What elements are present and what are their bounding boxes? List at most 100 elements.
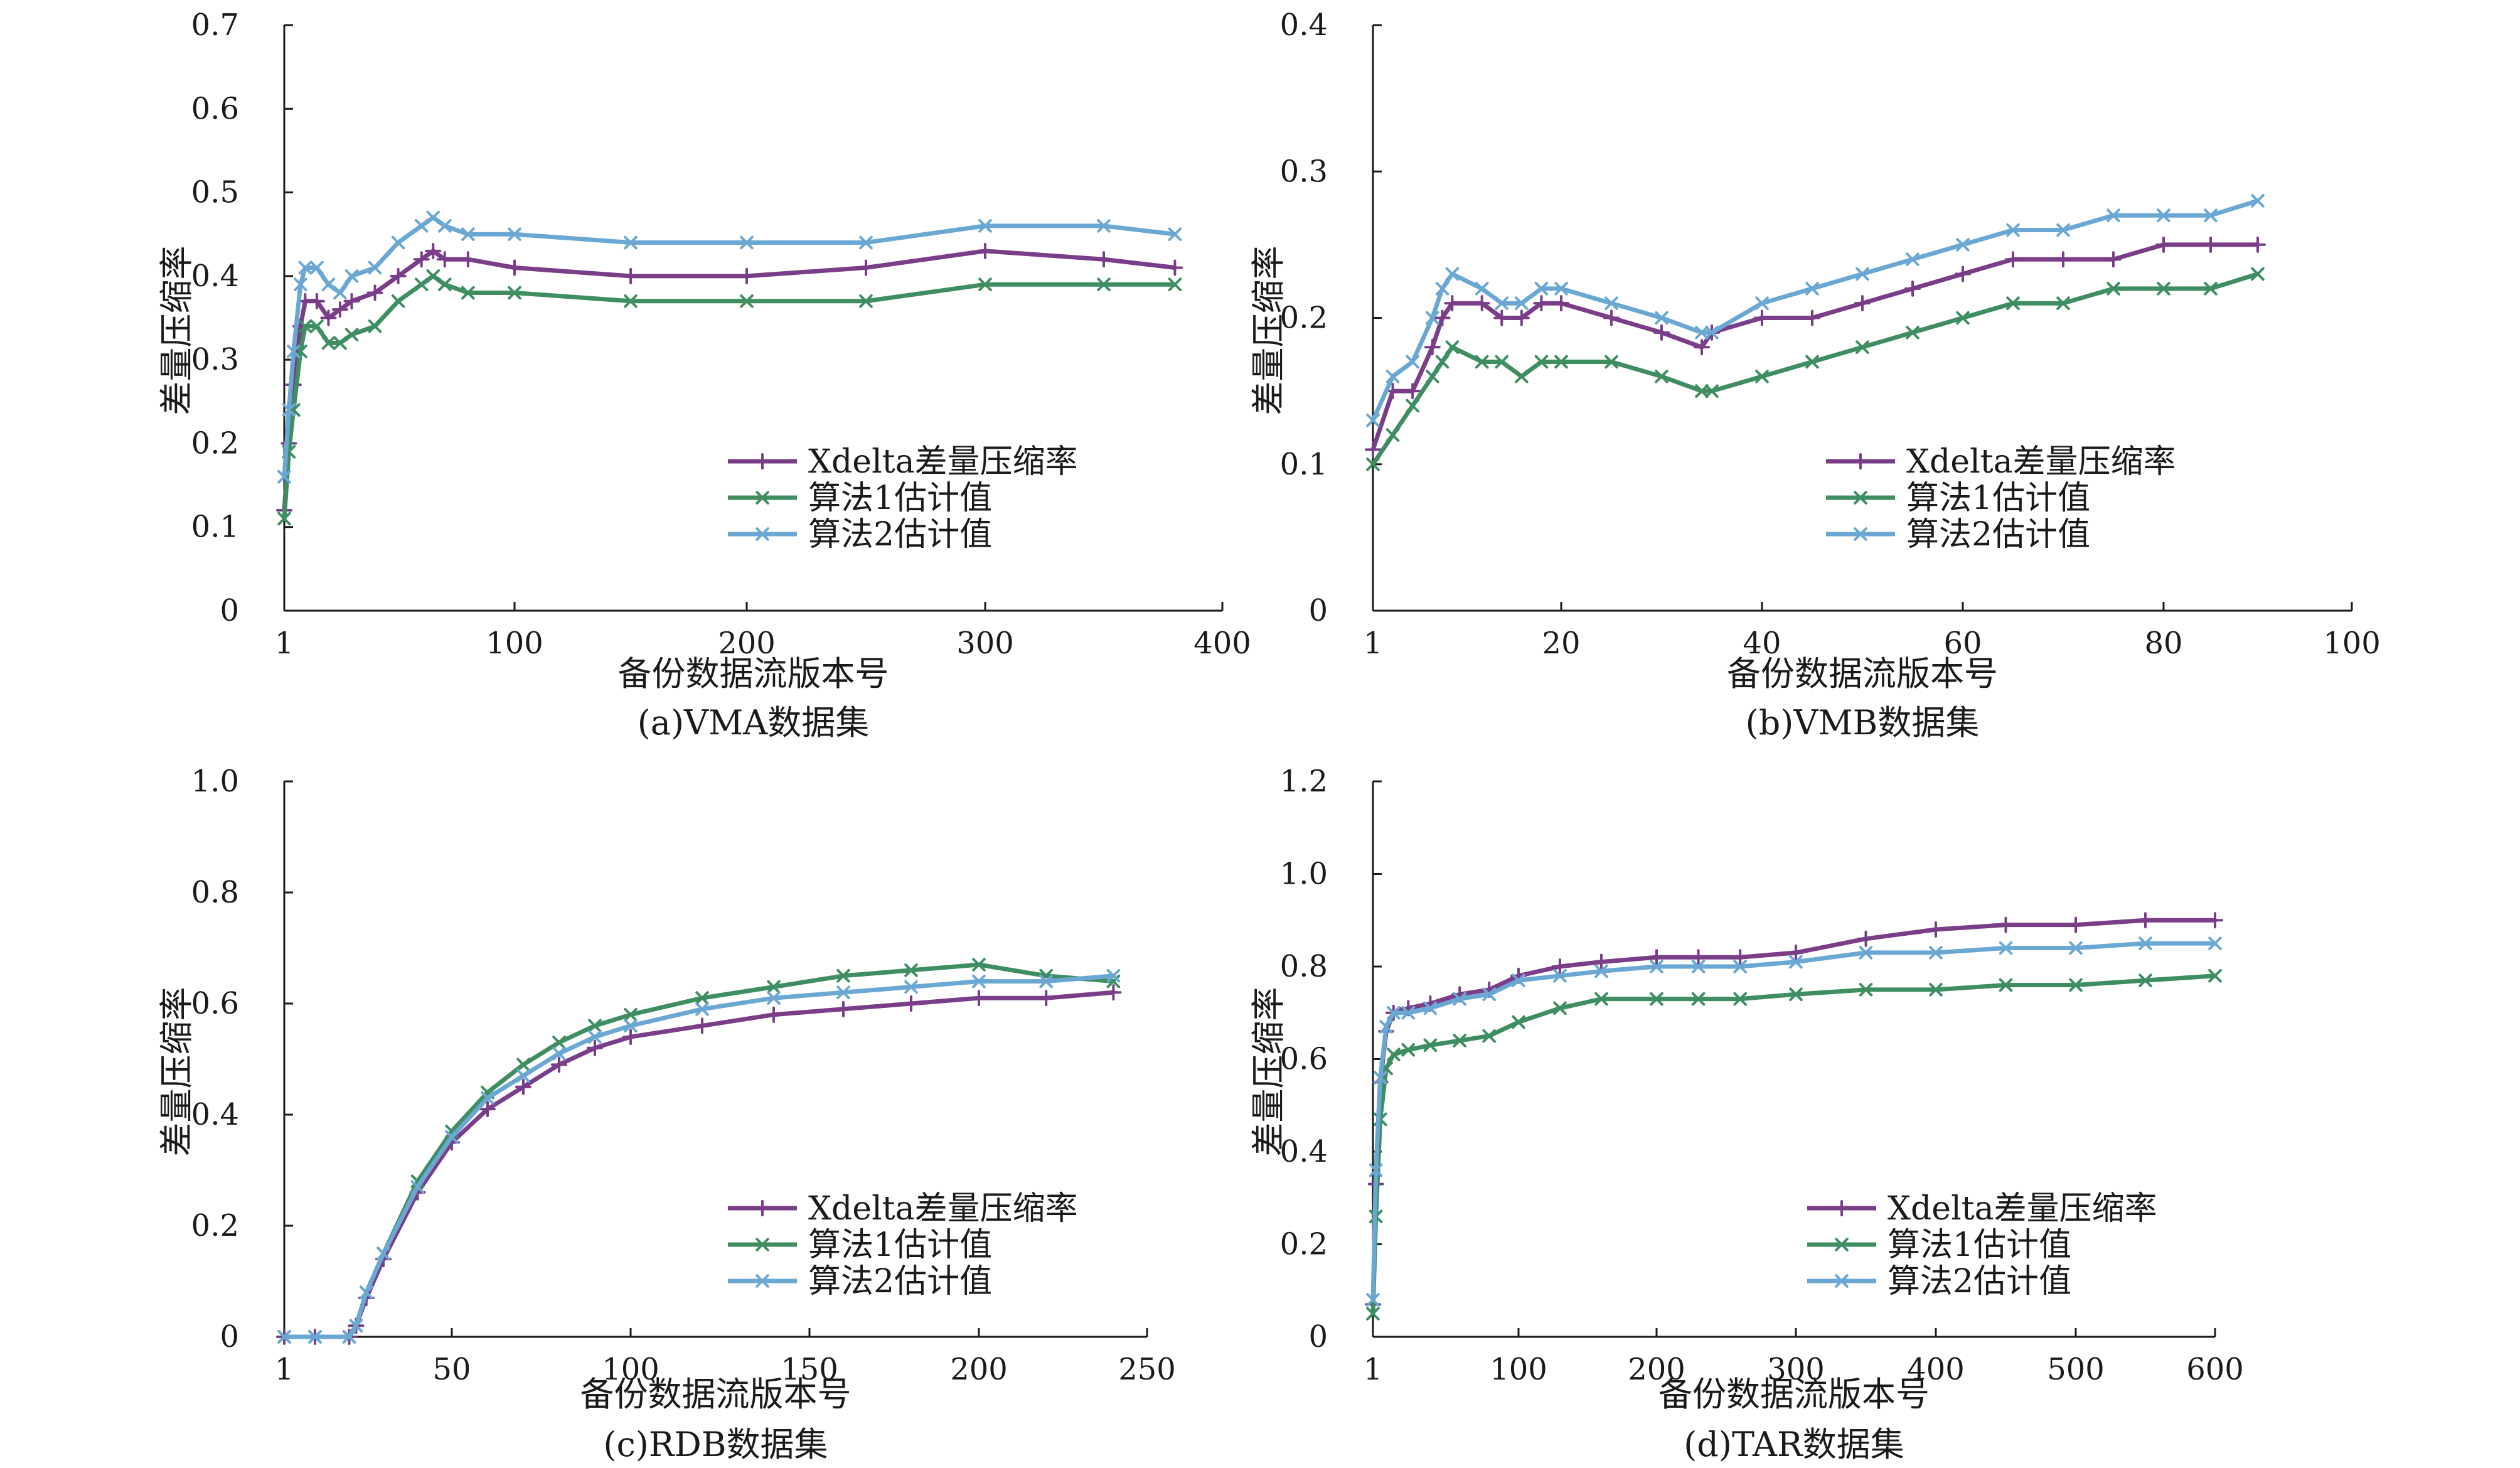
- x-tick-label: 100: [2323, 626, 2381, 661]
- data-point-marker: [1445, 340, 1460, 354]
- data-point-marker: [978, 277, 992, 291]
- legend-entry: 算法2估计值: [1887, 1263, 2071, 1300]
- y-tick-label: 0.2: [1280, 301, 1328, 336]
- data-point-marker: [2006, 223, 2020, 237]
- x-axis-title: 备份数据流版本号: [580, 1374, 852, 1414]
- panel-caption: (b)VMB数据集: [1746, 703, 1980, 742]
- data-point-marker: [481, 1085, 494, 1100]
- data-point-marker: [1929, 946, 1943, 960]
- x-tick-label: 100: [602, 1352, 659, 1387]
- data-point-marker: [333, 286, 347, 300]
- data-point-marker: [1401, 1005, 1416, 1020]
- data-point-marker: [508, 227, 521, 242]
- data-point-marker: [624, 1007, 638, 1022]
- data-point-marker: [1425, 370, 1439, 383]
- data-point-marker: [294, 277, 307, 291]
- data-point-marker: [2056, 296, 2070, 310]
- data-point-marker: [1366, 413, 1380, 427]
- series-line: [282, 249, 1177, 513]
- data-point-marker: [1385, 428, 1400, 442]
- data-point-marker: [1515, 296, 1529, 310]
- y-tick-label: 0: [1308, 1319, 1328, 1354]
- series-algo2: [277, 968, 1121, 1344]
- legend-swatch-marker: [755, 527, 769, 541]
- y-tick-label: 0: [220, 593, 239, 628]
- data-point-marker: [695, 991, 709, 1005]
- data-point-marker: [1906, 326, 1919, 340]
- data-point-marker: [588, 1019, 602, 1033]
- data-point-marker: [359, 1285, 373, 1299]
- data-point-marker: [1423, 1001, 1438, 1015]
- data-point-marker: [277, 512, 291, 526]
- series-line: [1370, 198, 2260, 423]
- series-xdelta: [1365, 912, 2223, 1313]
- data-point-marker: [376, 1246, 390, 1261]
- data-point-marker: [1401, 1042, 1416, 1057]
- y-axis-title: 差量压缩率: [157, 246, 196, 415]
- legend-entry: Xdelta差量压缩率: [808, 1190, 1078, 1228]
- data-point-marker: [1097, 277, 1111, 291]
- y-tick-label: 0.8: [191, 875, 239, 910]
- data-point-marker: [1369, 1163, 1383, 1177]
- data-point-marker: [1482, 1029, 1496, 1043]
- data-point-marker: [481, 1091, 494, 1105]
- data-point-marker: [1755, 370, 1769, 383]
- data-point-marker: [2069, 978, 2083, 992]
- data-point-marker: [1387, 1047, 1401, 1061]
- data-point-marker: [767, 980, 781, 994]
- data-point-marker: [978, 219, 992, 233]
- data-point-marker: [1789, 987, 1803, 1002]
- data-point-marker: [1515, 370, 1529, 383]
- data-point-marker: [349, 1319, 363, 1333]
- chart-panel: 0 0.1 0.2 0.3 0.4 1 20 40 60 80 100 备份数据流版本号 差量压缩率 (b…: [1249, 8, 2381, 742]
- data-point-marker: [1482, 987, 1496, 1002]
- data-point-marker: [277, 1330, 291, 1344]
- x-tick-label: 1: [275, 626, 294, 661]
- panel-caption: (c)RDB数据集: [603, 1425, 828, 1464]
- data-point-marker: [1755, 296, 1769, 310]
- legend-entry: Xdelta差量压缩率: [1887, 1190, 2157, 1228]
- x-tick-label: 100: [486, 626, 543, 661]
- x-tick-label: 300: [1767, 1352, 1825, 1387]
- data-point-marker: [2106, 208, 2120, 223]
- data-point-marker: [1106, 968, 1121, 983]
- data-point-marker: [1495, 296, 1509, 310]
- x-tick-label: 400: [1907, 1352, 1965, 1387]
- series-line: [1370, 242, 2260, 452]
- legend-swatch-marker: [1854, 527, 1867, 541]
- data-point-marker: [426, 269, 440, 283]
- data-point-marker: [1534, 282, 1549, 296]
- data-point-marker: [1733, 992, 1747, 1006]
- data-point-marker: [1366, 1293, 1380, 1307]
- data-point-marker: [1554, 282, 1568, 296]
- data-point-marker: [695, 1002, 709, 1016]
- data-point-marker: [1039, 974, 1053, 988]
- data-point-marker: [1534, 355, 1549, 369]
- y-tick-label: 0.3: [1280, 154, 1328, 189]
- data-point-marker: [2138, 973, 2152, 987]
- x-tick-label: 50: [432, 1352, 471, 1387]
- y-tick-label: 0.2: [191, 1208, 239, 1243]
- data-point-marker: [344, 328, 359, 341]
- y-tick-label: 0.3: [191, 342, 239, 377]
- data-point-marker: [1695, 384, 1709, 398]
- x-tick-label: 200: [1628, 1352, 1685, 1387]
- data-point-marker: [344, 269, 359, 283]
- data-point-marker: [624, 294, 638, 308]
- data-point-marker: [414, 277, 429, 291]
- x-tick-label: 100: [1490, 1352, 1547, 1387]
- y-tick-label: 1.2: [1280, 764, 1328, 799]
- data-point-marker: [1929, 983, 1943, 997]
- x-tick-label: 400: [1193, 626, 1251, 661]
- x-axis-title: 备份数据流版本号: [618, 654, 889, 694]
- data-point-marker: [1999, 941, 2013, 955]
- data-point-marker: [1655, 311, 1668, 325]
- legend-swatch-marker: [1854, 491, 1867, 505]
- series-line: [282, 274, 1177, 521]
- chart-panel: 0 0.1 0.2 0.3 0.4 0.5 0.6 0.7 1 100 200 300 400 备份数据流…: [157, 8, 1251, 742]
- y-tick-label: 0.7: [191, 8, 239, 43]
